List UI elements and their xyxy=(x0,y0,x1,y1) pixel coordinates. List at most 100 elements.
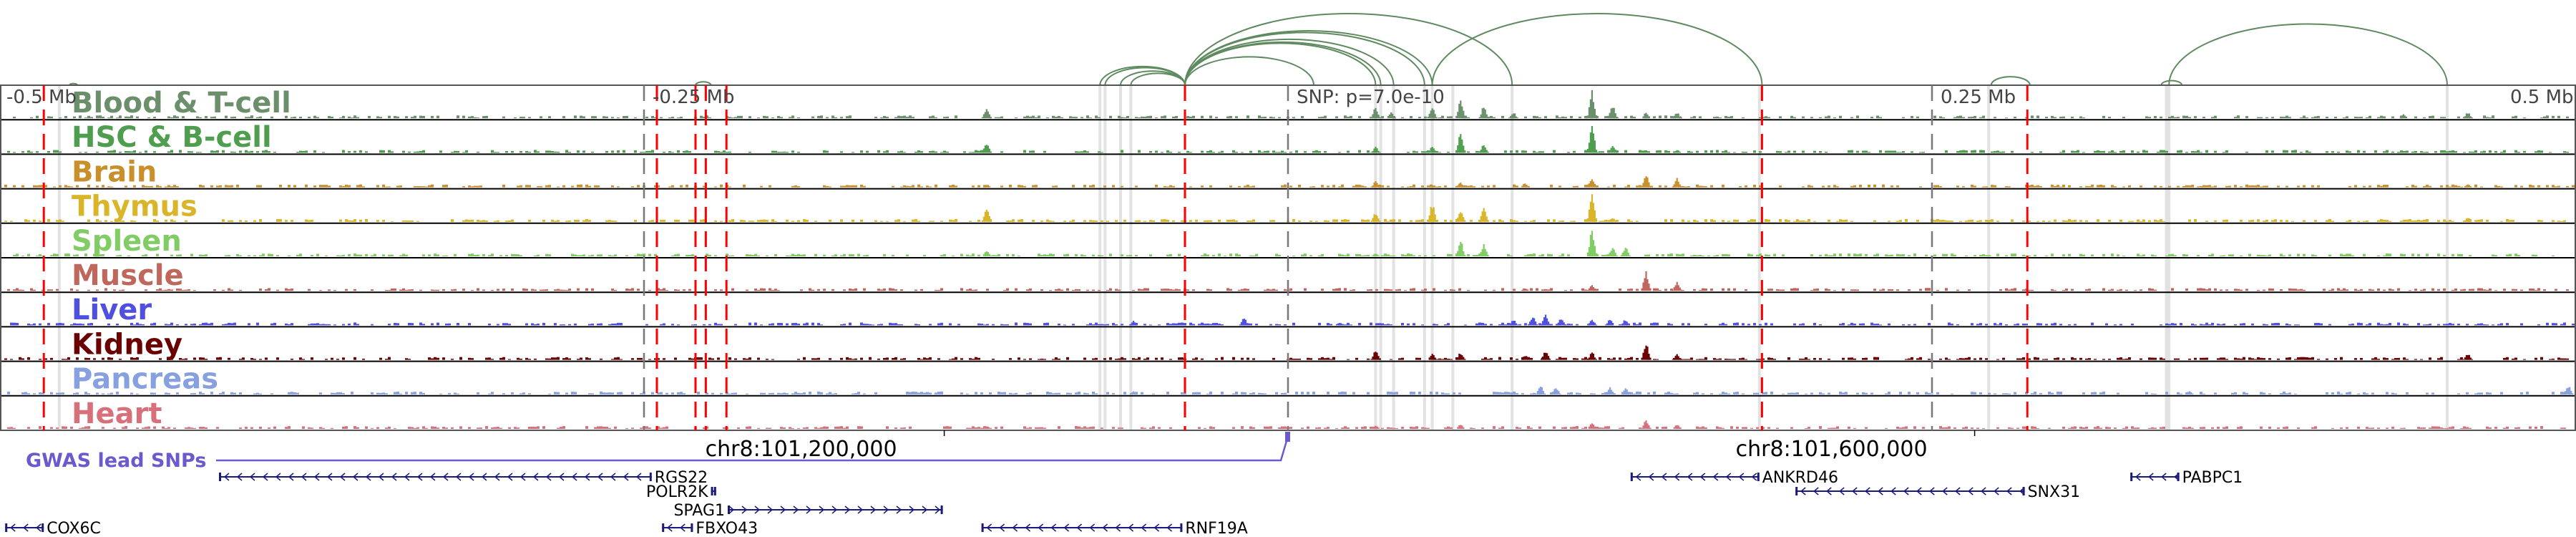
signal-bar xyxy=(2008,289,2011,291)
signal-bar xyxy=(1198,324,1201,326)
signal-bar xyxy=(84,357,87,360)
signal-bar xyxy=(2188,426,2191,429)
signal-bar xyxy=(734,392,737,395)
signal-bar xyxy=(394,322,396,326)
strand-arrow-icon xyxy=(1115,523,1121,532)
signal-bar xyxy=(1931,393,1933,395)
signal-bar xyxy=(1513,391,1516,395)
signal-peak xyxy=(1241,319,1244,326)
signal-bar xyxy=(1541,151,1544,153)
signal-bar xyxy=(1561,116,1564,119)
signal-bar xyxy=(1627,219,1630,222)
signal-bar xyxy=(2555,186,2557,188)
signal-bar xyxy=(2031,393,2034,395)
signal-bar xyxy=(110,115,113,119)
signal-bar xyxy=(1063,324,1066,326)
signal-bar xyxy=(912,185,914,188)
signal-bar xyxy=(2160,324,2162,326)
signal-bar xyxy=(2245,392,2248,395)
signal-bar xyxy=(1149,115,1152,119)
signal-bar xyxy=(545,289,548,291)
signal-bar xyxy=(47,289,50,291)
signal-peak xyxy=(1455,115,1458,119)
signal-bar xyxy=(1475,323,1478,326)
signal-bar xyxy=(852,393,854,395)
signal-peak xyxy=(1592,240,1594,256)
signal-bar xyxy=(50,255,53,256)
exon xyxy=(728,505,730,514)
signal-bar xyxy=(992,324,995,326)
signal-bar xyxy=(1450,220,1453,222)
signal-bar xyxy=(2386,185,2389,188)
signal-bar xyxy=(1370,322,1372,326)
signal-bar xyxy=(376,185,379,188)
signal-bar xyxy=(1822,393,1825,395)
signal-bar xyxy=(2560,324,2563,326)
signal-peak xyxy=(1533,318,1536,326)
signal-bar xyxy=(2466,392,2469,395)
signal-peak xyxy=(1558,319,1561,326)
signal-peak xyxy=(1586,252,1589,256)
signal-bar xyxy=(2391,116,2394,119)
signal-bar xyxy=(789,427,791,429)
signal-bar xyxy=(714,186,717,188)
signal-bar xyxy=(2449,186,2451,188)
signal-bar xyxy=(797,151,800,153)
signal-bar xyxy=(1444,219,1447,222)
signal-peak xyxy=(1589,132,1591,153)
signal-bar xyxy=(1853,253,1856,256)
signal-bar xyxy=(2423,289,2426,291)
strand-arrow-icon xyxy=(1661,473,1667,481)
signal-peak xyxy=(1680,289,1682,291)
signal-peak xyxy=(1606,323,1609,326)
signal-bar xyxy=(514,117,517,119)
signal-bar xyxy=(122,220,125,222)
signal-bar xyxy=(1069,392,1072,395)
signal-bar xyxy=(872,324,874,326)
signal-bar xyxy=(1012,393,1015,395)
signal-bar xyxy=(605,150,608,153)
signal-peak xyxy=(1672,289,1674,291)
signal-bar xyxy=(2469,255,2472,256)
signal-bar xyxy=(145,185,147,188)
signal-bar xyxy=(2371,289,2374,291)
signal-bar xyxy=(502,184,505,188)
signal-bar xyxy=(511,219,514,222)
signal-bar xyxy=(1015,288,1018,291)
signal-bar xyxy=(797,324,800,326)
signal-bar xyxy=(1865,253,1868,256)
signal-peak xyxy=(1594,183,1596,188)
signal-bar xyxy=(2532,289,2534,291)
signal-bar xyxy=(2091,184,2094,188)
signal-bar xyxy=(2323,289,2326,291)
signal-bar xyxy=(1516,185,1518,188)
signal-bar xyxy=(1235,116,1238,119)
signal-bar xyxy=(823,150,826,153)
signal-bar xyxy=(668,186,671,188)
signal-bar xyxy=(228,255,230,256)
signal-bar xyxy=(926,358,929,360)
signal-bar xyxy=(33,323,36,326)
signal-bar xyxy=(1641,150,1644,153)
signal-bar xyxy=(431,358,434,360)
signal-peak xyxy=(2471,117,2473,119)
strand-arrow-icon xyxy=(1942,487,1948,495)
signal-bar xyxy=(245,220,248,222)
signal-bar xyxy=(494,152,497,153)
signal-bar xyxy=(826,117,829,119)
signal-bar xyxy=(153,322,156,326)
signal-bar xyxy=(1710,289,1713,291)
signal-bar xyxy=(711,392,714,395)
signal-bar xyxy=(468,116,471,119)
signal-peak xyxy=(2404,115,2406,119)
signal-bar xyxy=(663,358,665,360)
signal-bar xyxy=(517,185,519,188)
signal-bar xyxy=(2449,427,2451,429)
signal-bar xyxy=(1667,323,1670,326)
signal-peak xyxy=(1616,117,1618,119)
signal-bar xyxy=(1390,427,1392,429)
signal-bar xyxy=(408,322,411,326)
signal-bar xyxy=(2223,427,2225,429)
signal-bar xyxy=(27,427,30,429)
signal-peak xyxy=(1586,186,1589,188)
